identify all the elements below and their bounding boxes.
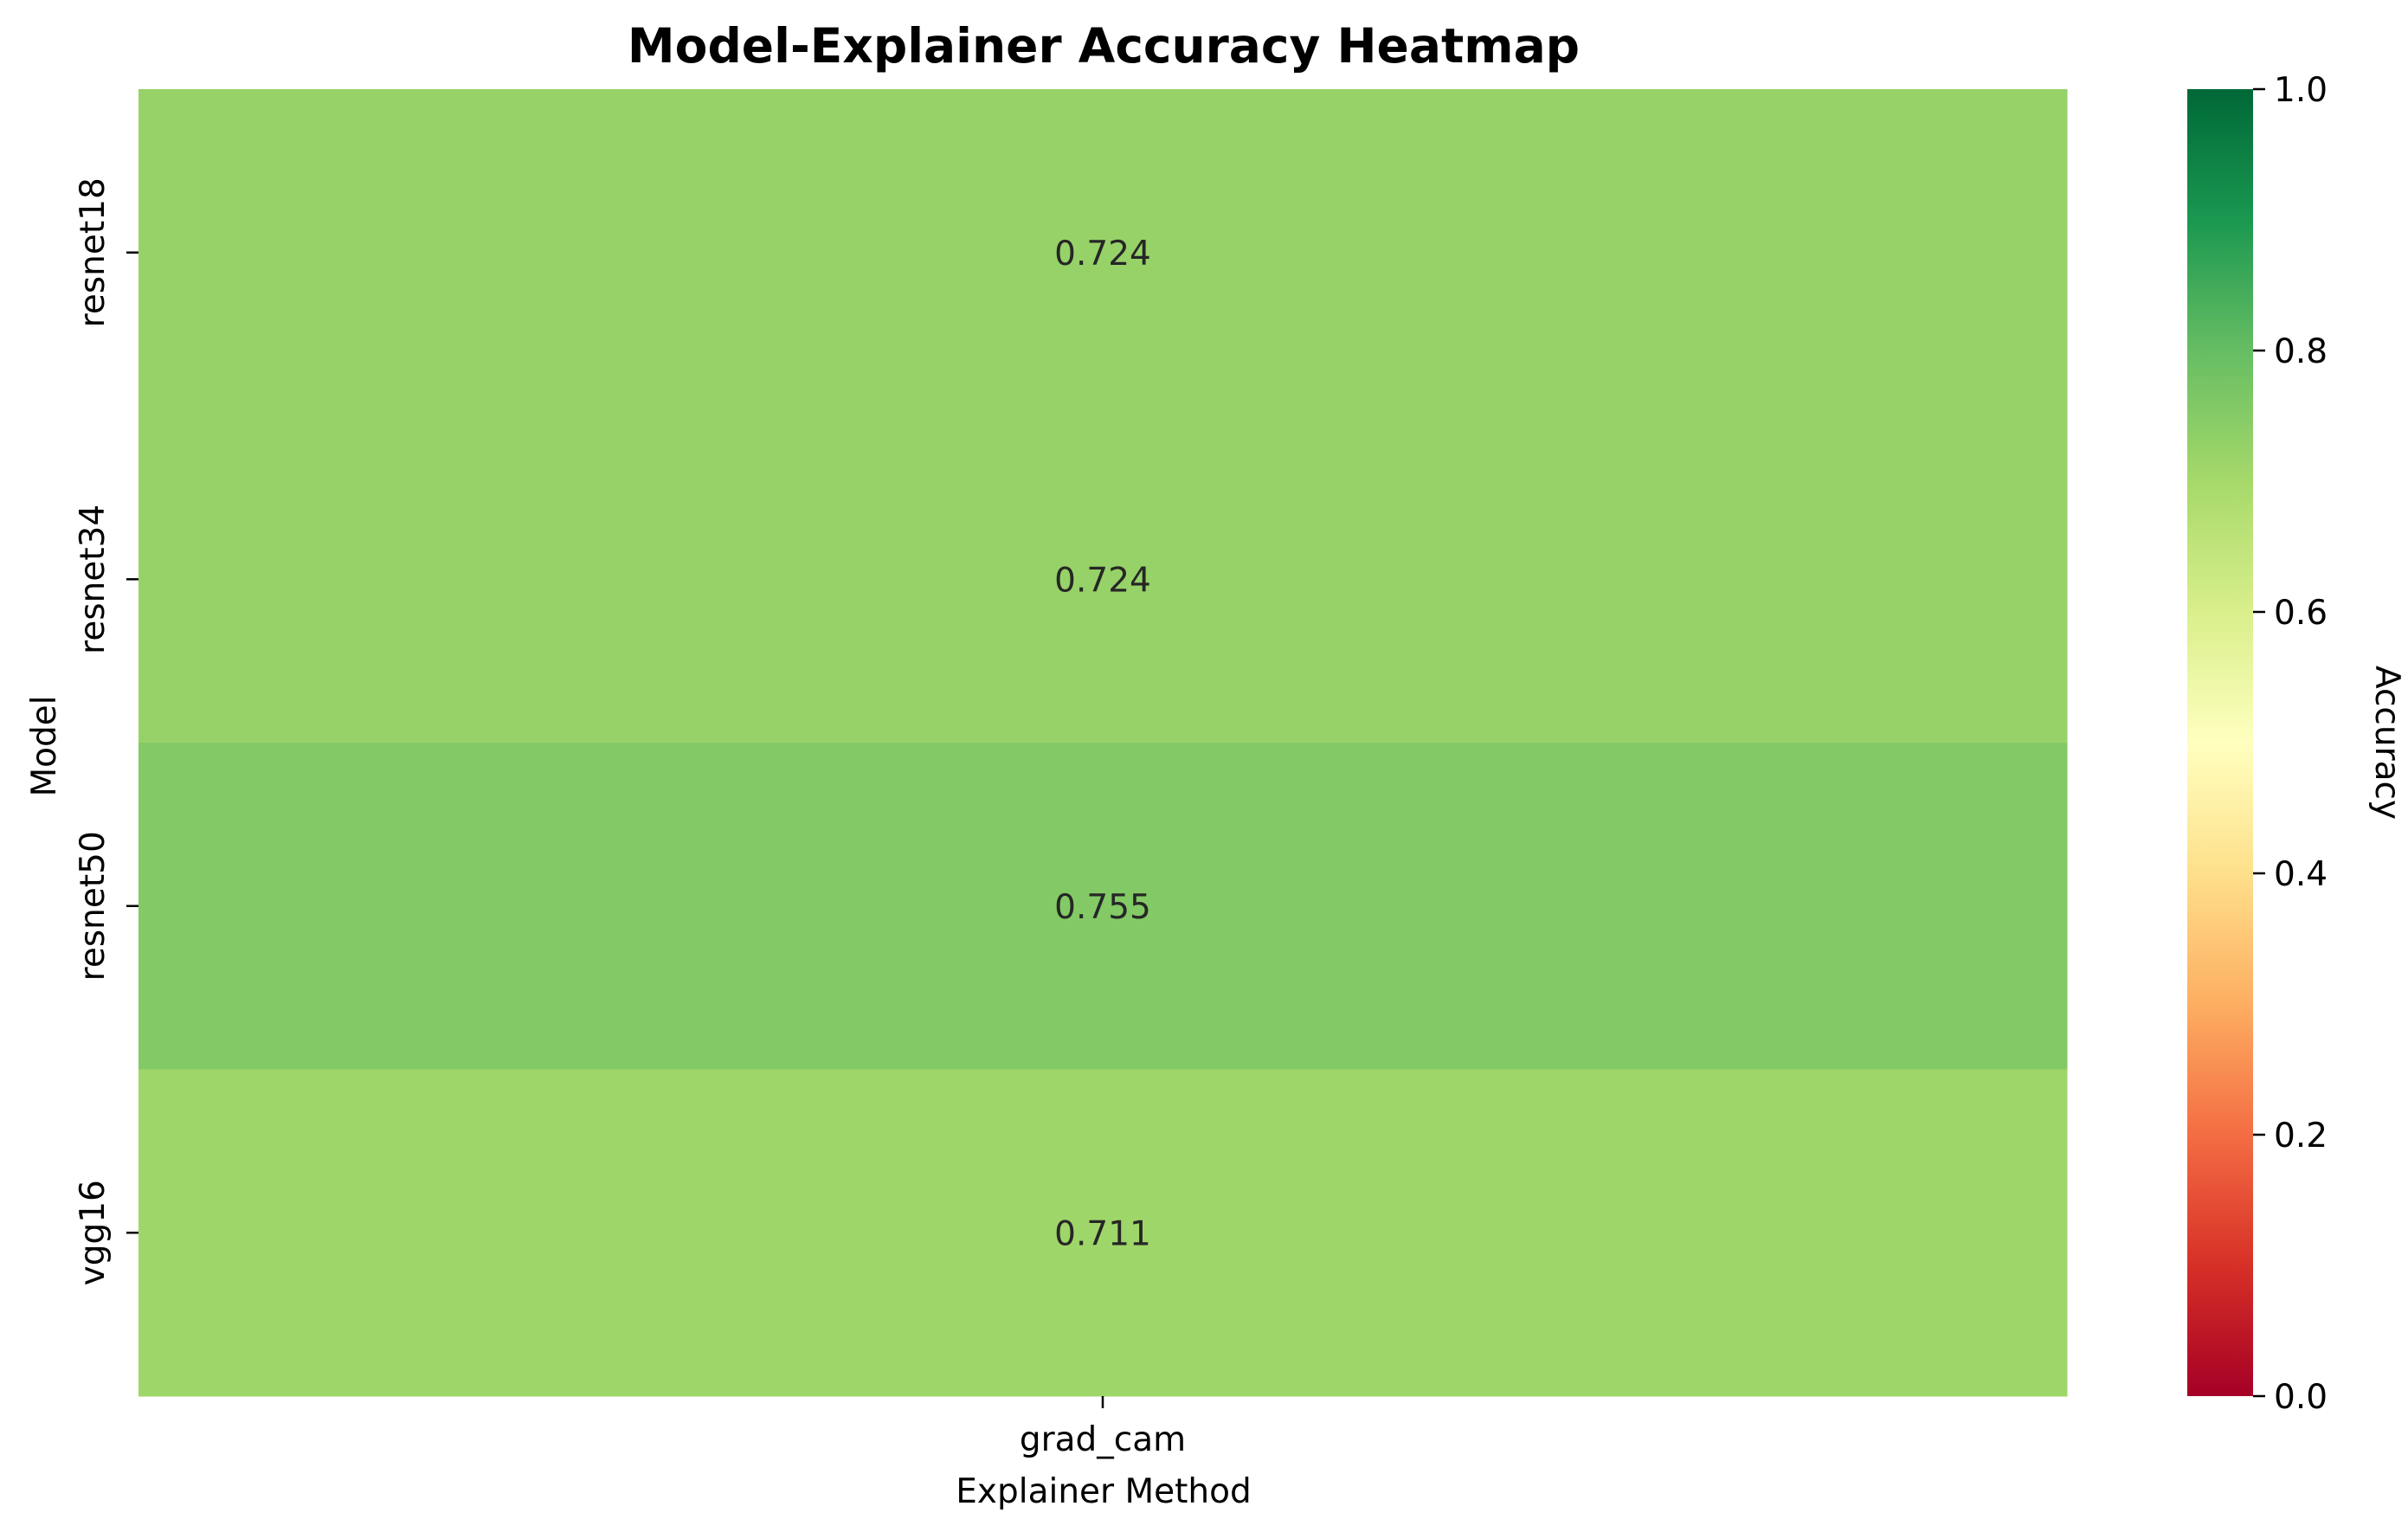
colorbar-ticks: 0.0 0.2 0.4 0.6 0.8 1.0: [2253, 71, 2328, 1417]
heatmap-cell: [138, 1069, 2068, 1397]
x-tick-label: grad_cam: [1020, 1420, 1186, 1459]
colorbar-tick-label: 0.4: [2274, 855, 2328, 894]
cell-value-label: 0.724: [1054, 561, 1151, 600]
cell-value-label: 0.755: [1054, 888, 1151, 927]
chart-title: Model-Explainer Accuracy Heatmap: [628, 18, 1580, 74]
colorbar-tick-label: 0.2: [2274, 1117, 2328, 1155]
heatmap-cells: 0.724 0.724 0.755 0.711: [138, 89, 2068, 1397]
colorbar-gradient: [2187, 89, 2253, 1396]
colorbar-tick-label: 0.0: [2274, 1378, 2328, 1417]
heatmap-cell: [138, 743, 2068, 1070]
y-axis-label: Model: [25, 695, 64, 796]
colorbar-tick-label: 1.0: [2274, 71, 2328, 110]
cell-value-label: 0.724: [1054, 235, 1151, 274]
colorbar-tick-label: 0.6: [2274, 594, 2328, 633]
y-tick-label: resnet18: [74, 177, 113, 327]
heatmap-cell: [138, 89, 2068, 416]
colorbar: 0.0 0.2 0.4 0.6 0.8 1.0 Accuracy: [2187, 71, 2406, 1417]
colorbar-label: Accuracy: [2367, 666, 2406, 820]
x-axis-label: Explainer Method: [956, 1472, 1251, 1511]
cell-value-label: 0.711: [1054, 1214, 1151, 1253]
x-axis: grad_cam: [1020, 1396, 1186, 1459]
y-axis: resnet18 resnet34 resnet50 vgg16: [74, 177, 138, 1285]
colorbar-tick-label: 0.8: [2274, 332, 2328, 371]
y-tick-label: vgg16: [74, 1180, 113, 1285]
heatmap-cell: [138, 415, 2068, 743]
y-tick-label: resnet50: [74, 831, 113, 981]
y-tick-label: resnet34: [74, 505, 113, 654]
